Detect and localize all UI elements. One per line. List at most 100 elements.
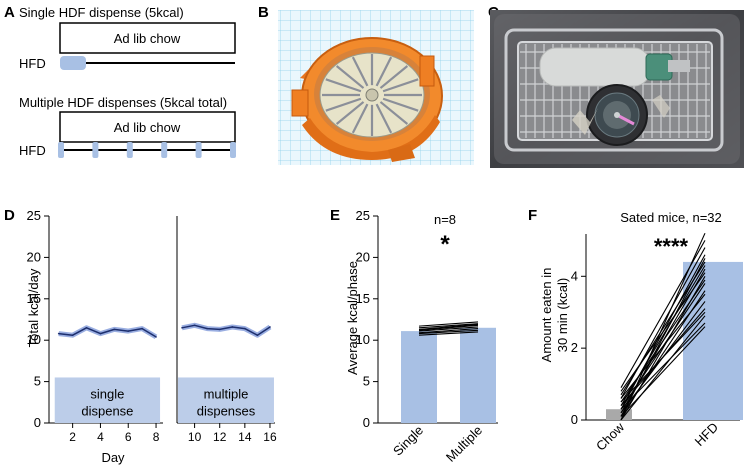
d-x-tick-label: 12 — [213, 430, 227, 444]
feeder-spoke — [375, 56, 393, 87]
feeder-spokes — [322, 54, 422, 136]
panel-letter-b: B — [258, 4, 269, 21]
d-annotation-line2: dispense — [81, 403, 133, 418]
dispense-tick — [92, 142, 99, 158]
d-y-tick-label: 5 — [34, 374, 41, 389]
feeder-3d-model-icon — [291, 37, 443, 162]
dispense-tick — [58, 142, 64, 158]
e-paired-line — [418, 323, 479, 330]
e-paired-line — [418, 329, 479, 335]
f-y-axis-label-line1: Amount eaten in — [539, 268, 554, 363]
dispense-tick — [126, 142, 133, 158]
e-y-tick-label: 10 — [356, 332, 370, 347]
d-sem-band — [181, 322, 272, 338]
feeder-spoke — [325, 97, 362, 112]
d-y-tick-label: 20 — [27, 249, 41, 264]
e-bar-multiple — [460, 327, 496, 423]
d-x-tick-label: 4 — [97, 430, 104, 444]
feeder-spoke — [379, 101, 409, 125]
dispense-tick — [230, 142, 236, 158]
f-x-tick-label: HFD — [692, 420, 721, 449]
feeder-spoke — [382, 97, 419, 112]
f-paired-line — [620, 322, 706, 410]
d-x-tick-label: 10 — [188, 430, 202, 444]
e-paired-line — [418, 328, 479, 334]
d-y-tick-label: 25 — [27, 208, 41, 223]
d-data-point — [71, 334, 74, 337]
e-y-axis-label: Average kcal/phase — [345, 261, 360, 375]
multiple-hfd-label: HFD — [19, 143, 46, 158]
e-n-annotation: n=8 — [434, 212, 456, 227]
d-data-point — [127, 330, 130, 332]
panel-e: E Average kcal/phase n=8 * 0 5 10 15 20 25 Sin… — [330, 207, 498, 465]
d-data-point — [155, 336, 157, 338]
d-y-axis-label: Total kcal/day — [26, 268, 41, 347]
chart-f: 0 2 4 Chow HFD — [571, 232, 743, 454]
d-x-tick-label: 6 — [125, 430, 132, 444]
f-paired-line — [620, 261, 706, 396]
f-bar-hfd — [683, 261, 743, 420]
d-annotation-line1: multiple — [204, 386, 249, 401]
f-paired-line — [620, 315, 706, 421]
feeder-spoke — [335, 65, 365, 89]
d-dispense-bar — [54, 377, 161, 423]
panel-d: D Total kcal/day Day 0 5 10 15 20 25 2 4 6 8 singl… — [4, 207, 277, 465]
f-n-annotation: Sated mice, n=32 — [620, 210, 722, 225]
multiple-chow-label: Ad lib chow — [114, 120, 181, 135]
d-x-tick-label: 16 — [263, 430, 277, 444]
d-data-point — [231, 326, 234, 328]
e-paired-line — [418, 324, 479, 331]
d-data-point — [99, 332, 102, 335]
feeder-spoke — [351, 56, 369, 87]
single-dispense-block — [60, 56, 86, 70]
panel-letter-e: E — [330, 207, 340, 224]
d-data-point — [193, 324, 196, 327]
feeder-spoke — [375, 103, 393, 134]
feeder-spoke — [379, 65, 409, 89]
d-y-tick-label: 10 — [27, 332, 41, 347]
feeder-spoke — [335, 101, 365, 125]
dispense-ticks — [58, 142, 236, 158]
e-y-tick-label: 0 — [363, 415, 370, 430]
panel-b: B — [258, 4, 474, 165]
f-paired-line — [620, 311, 706, 403]
panel-c: C — [488, 4, 744, 168]
cage-photo — [490, 10, 744, 168]
feeder-spoke — [325, 78, 362, 93]
e-y-tick-label: 25 — [356, 208, 370, 223]
f-y-tick-label: 0 — [571, 412, 578, 427]
feeder-device — [586, 84, 648, 146]
f-paired-line — [620, 272, 706, 392]
feeder-spoke — [382, 78, 419, 93]
dispense-tick — [161, 142, 168, 158]
d-data-point — [244, 327, 246, 330]
f-paired-line — [620, 326, 706, 417]
single-dispense-title: Single HDF dispense (5kcal) — [19, 5, 184, 20]
d-data-point — [181, 326, 183, 329]
f-paired-line — [620, 293, 706, 399]
panel-letter-d: D — [4, 207, 15, 224]
d-x-tick-label: 8 — [153, 430, 160, 444]
e-paired-line — [418, 326, 479, 332]
panel-letter-f: F — [528, 207, 537, 224]
f-significance: **** — [654, 234, 689, 259]
d-y-tick-label: 0 — [34, 415, 41, 430]
e-paired-line — [418, 321, 479, 327]
f-y-tick-label: 4 — [571, 268, 578, 283]
f-paired-line — [620, 240, 706, 388]
d-data-point — [218, 328, 221, 331]
panel-letter-a: A — [4, 4, 15, 21]
e-y-tick-label: 15 — [356, 291, 370, 306]
d-x-tick-label: 2 — [69, 430, 76, 444]
d-x-axis-label: Day — [101, 450, 125, 465]
chart-e: 0 5 10 15 20 25 Single Multiple — [356, 208, 498, 465]
water-bottle — [539, 47, 690, 87]
d-data-point — [113, 328, 116, 331]
d-annotation-line1: single — [90, 386, 124, 401]
f-x-tick-label: Chow — [593, 419, 628, 454]
multiple-chow-box — [59, 111, 236, 143]
single-chow-box — [59, 22, 236, 54]
f-y-axis-label-line2: 30 min (kcal) — [555, 278, 570, 352]
d-y-tick-label: 15 — [27, 291, 41, 306]
